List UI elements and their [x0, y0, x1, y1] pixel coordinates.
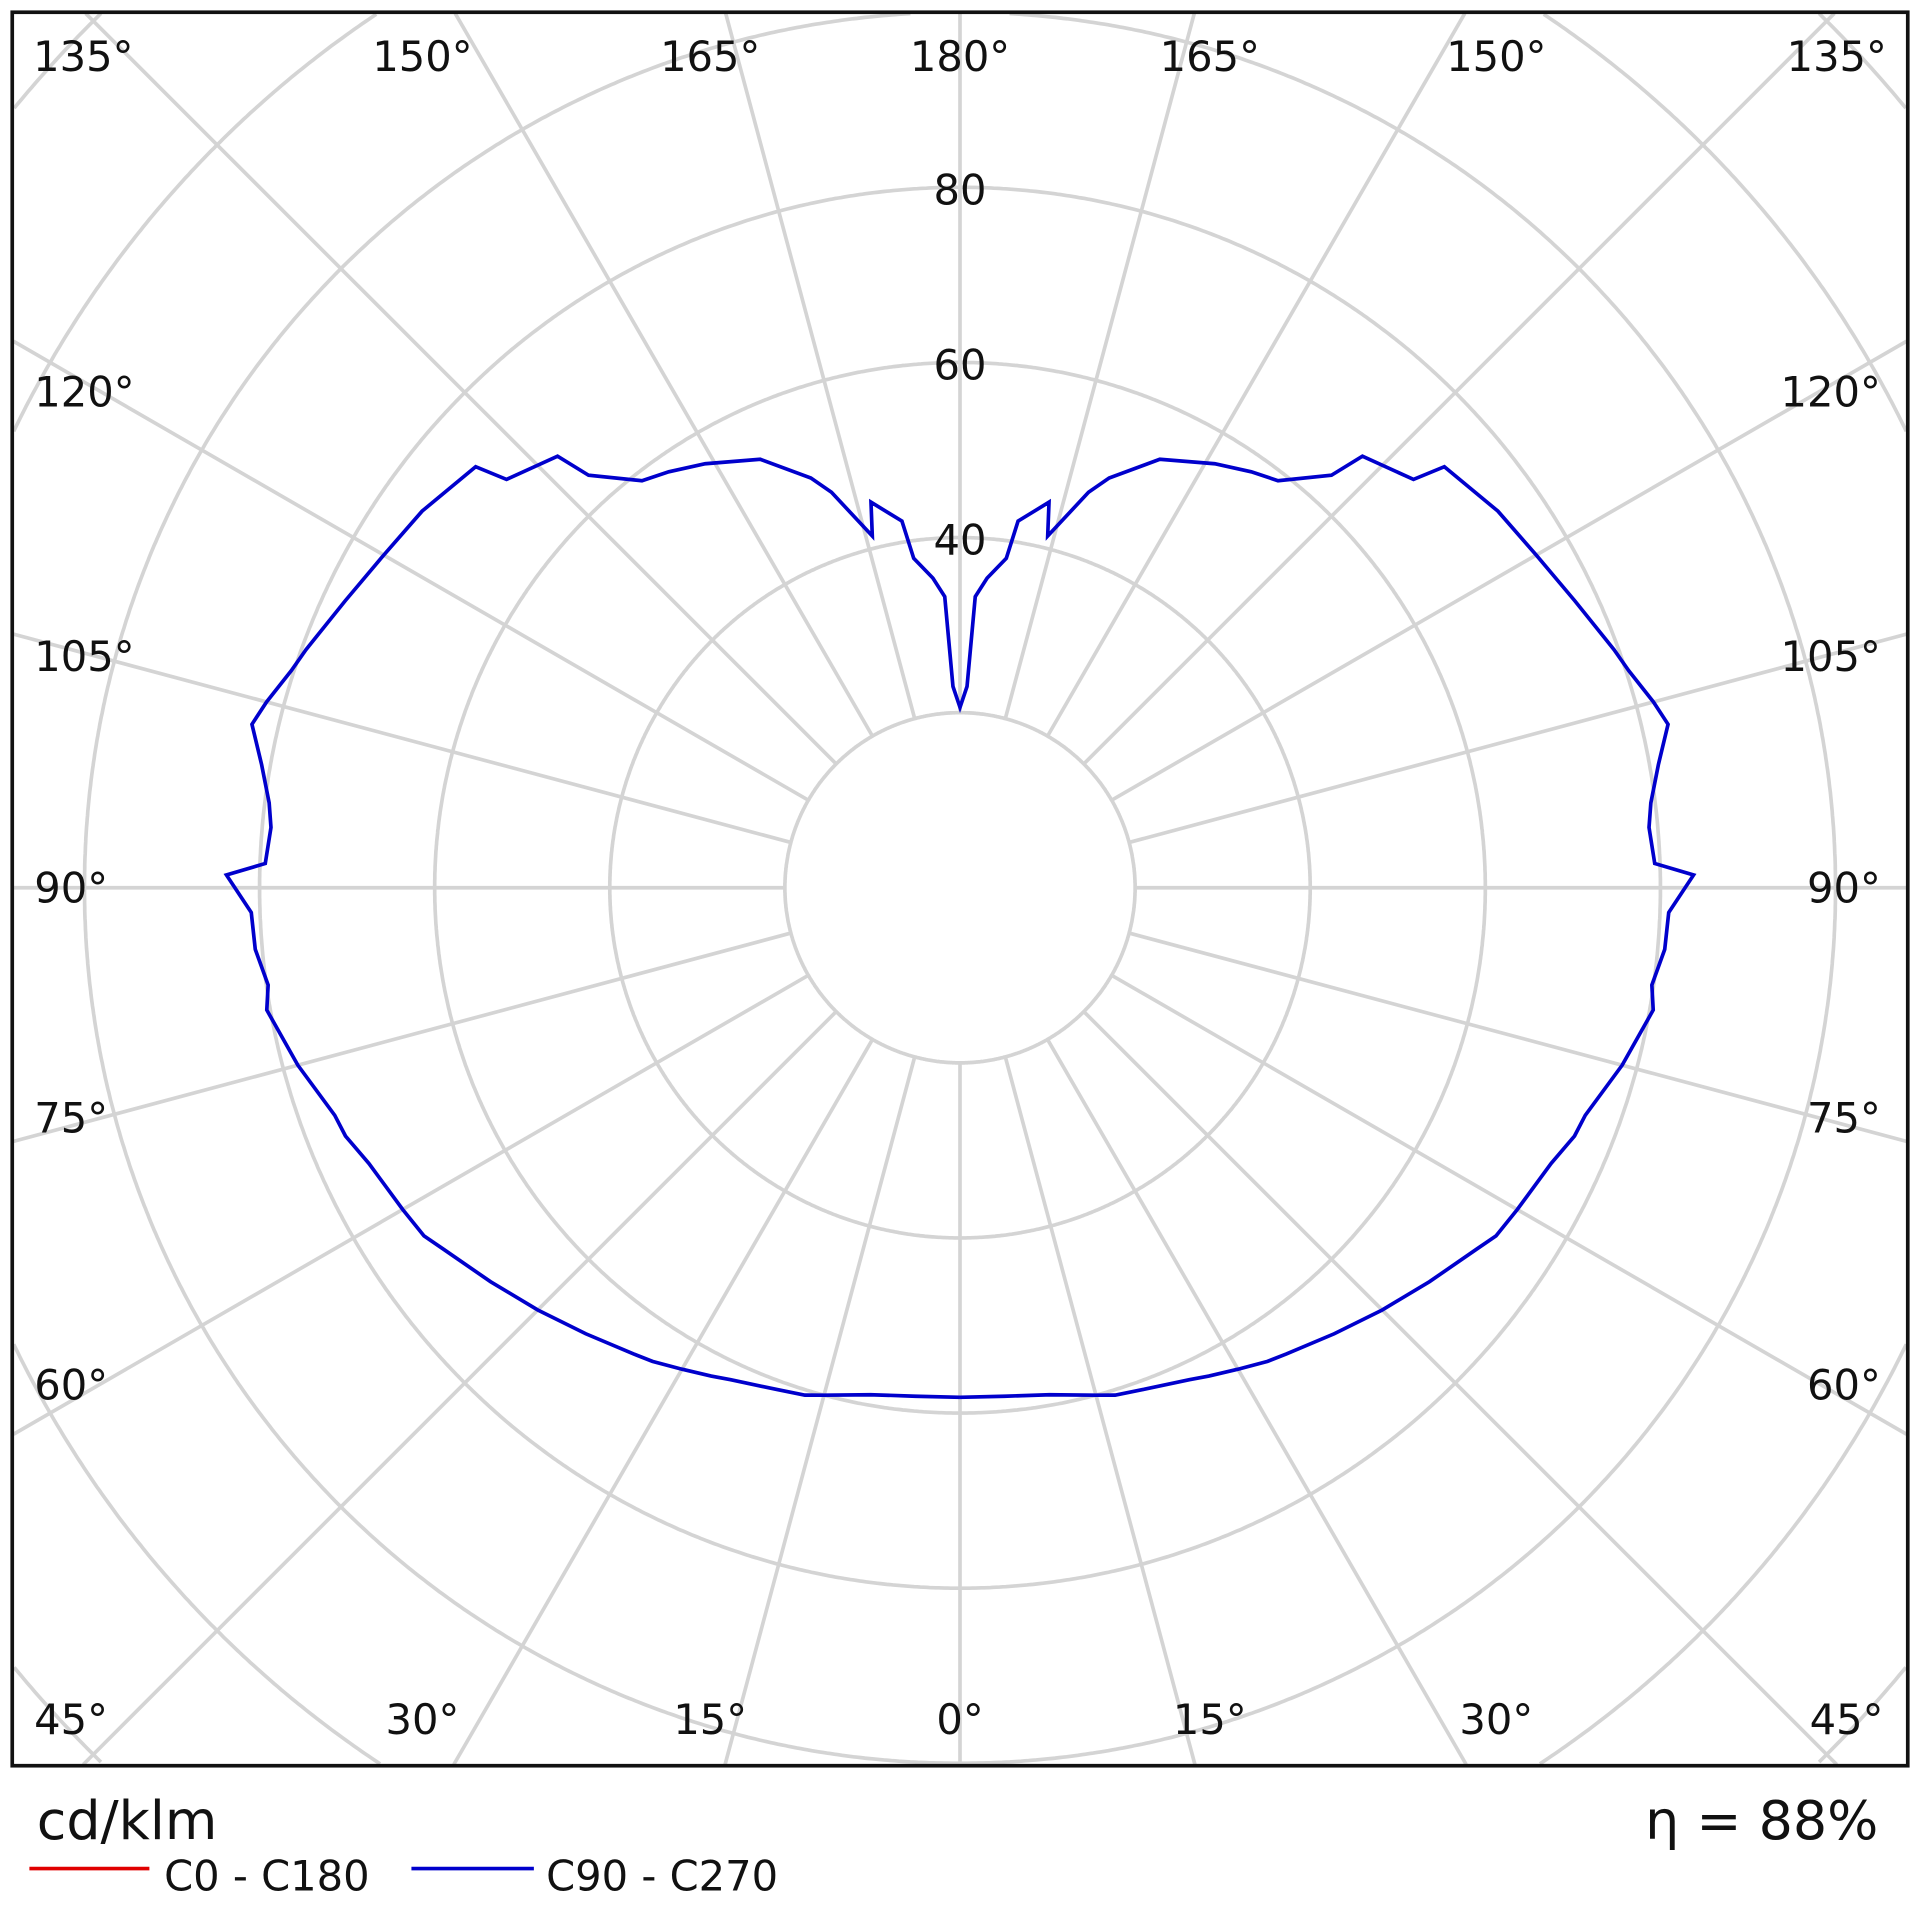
radial-tick: 40 [934, 516, 987, 565]
angle-tick: 120° [1781, 368, 1881, 417]
grid-ring [82, 11, 960, 1766]
angle-tick: 30° [1459, 1695, 1533, 1744]
angle-tick: 165° [660, 32, 760, 81]
grid-spoke [1045, 1038, 1468, 1766]
angle-tick: 75° [1807, 1094, 1881, 1143]
legend: C0 - C180 C90 - C270 [29, 1852, 778, 1901]
efficiency-label: η = 88% [1645, 1789, 1878, 1852]
grid-spoke [84, 12, 838, 766]
angle-tick: 135° [1787, 32, 1887, 81]
grid-spoke [723, 12, 917, 720]
curves [223, 454, 1697, 1400]
grid-ring [1542, 12, 1908, 433]
grid-spoke [452, 1038, 875, 1766]
grid-spoke [1128, 632, 1908, 845]
grid-spoke [1110, 973, 1908, 1436]
angle-tick: 90° [1807, 863, 1881, 912]
grid-spoke [1003, 1056, 1197, 1765]
grid-spoke [1082, 12, 1836, 766]
grid-spoke [12, 632, 792, 845]
unit-label: cd/klm [37, 1789, 218, 1852]
angle-tick: 105° [34, 632, 134, 681]
angle-tick: 90° [34, 863, 108, 912]
angle-tick: 120° [34, 368, 134, 417]
radial-tick: 60 [934, 341, 987, 390]
grid-ring [12, 12, 103, 110]
angle-tick: 150° [1446, 32, 1546, 81]
grid-spoke [723, 1056, 917, 1765]
legend-label: C90 - C270 [546, 1852, 778, 1901]
grid-spoke [1110, 339, 1908, 802]
grid-spoke [81, 1010, 838, 1766]
angle-tick: 75° [34, 1094, 108, 1143]
angle-tick: 60° [34, 1361, 108, 1410]
grid-spoke [1003, 12, 1197, 720]
polar-grid [12, 11, 1908, 1766]
series-line-c90-c270 [223, 454, 1697, 1400]
angle-tick: 15° [1173, 1695, 1247, 1744]
grid-ring [1817, 12, 1908, 110]
angle-tick: 45° [1810, 1695, 1884, 1744]
grid-spoke [12, 973, 810, 1436]
angle-tick: 0° [936, 1695, 983, 1744]
angle-tick: 180° [910, 32, 1010, 81]
angle-tick: 165° [1160, 32, 1260, 81]
angle-tick: 60° [1807, 1361, 1881, 1410]
grid-ring [12, 12, 378, 433]
legend-label: C0 - C180 [164, 1852, 370, 1901]
plot-frame [10, 10, 1910, 1768]
grid-spoke [1128, 931, 1908, 1144]
grid-spoke [12, 931, 792, 1144]
tick-labels: 135° 150° 165° 180° 165° 150° 135° 120° … [33, 32, 1887, 1744]
grid-ring [1817, 1666, 1908, 1764]
grid-ring [12, 1666, 103, 1764]
angle-tick: 135° [33, 32, 133, 81]
grid-spoke [1082, 1010, 1839, 1766]
grid-ring [12, 1343, 382, 1766]
grid-ring [783, 710, 1137, 1065]
grid-spoke [1045, 12, 1467, 738]
angle-tick: 15° [673, 1695, 747, 1744]
angle-tick: 150° [372, 32, 472, 81]
grid-spoke [12, 339, 810, 802]
grid-ring [960, 11, 1838, 1766]
grid-ring [1538, 1343, 1908, 1766]
angle-tick: 105° [1781, 632, 1881, 681]
angle-tick: 30° [386, 1695, 460, 1744]
radial-tick: 80 [934, 165, 987, 214]
angle-tick: 45° [34, 1695, 108, 1744]
grid-spoke [453, 12, 875, 738]
